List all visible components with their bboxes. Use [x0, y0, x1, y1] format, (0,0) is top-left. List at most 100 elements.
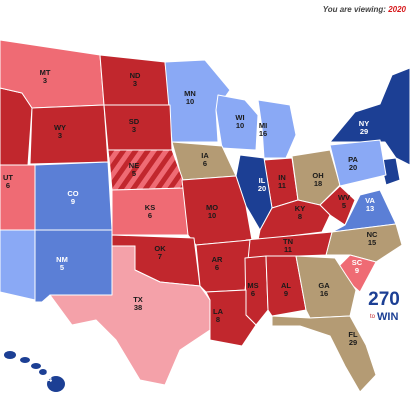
state-votes: 16: [259, 129, 267, 138]
state-abbr: TN: [283, 237, 293, 246]
state-votes: 3: [58, 131, 62, 140]
state-votes: 5: [60, 263, 64, 272]
state-votes: 8: [216, 315, 220, 324]
state-votes: 3: [43, 76, 47, 85]
state-abbr: TX: [133, 295, 143, 304]
state-abbr: WY: [54, 123, 66, 132]
state-shape: [195, 239, 251, 293]
state-abbr: OK: [154, 244, 166, 253]
header: You are viewing: 2020: [323, 5, 407, 14]
state-votes: 5: [342, 201, 346, 210]
state-votes: 5: [132, 169, 136, 178]
state-shapes: [0, 39, 410, 393]
state-abbr: UT: [3, 173, 13, 182]
state-abbr: KS: [145, 203, 155, 212]
state-abbr: SC: [352, 258, 363, 267]
state-votes: 6: [148, 211, 152, 220]
state-abbr: MT: [40, 68, 51, 77]
logo-small: to: [370, 314, 376, 320]
state-shape: [215, 94, 259, 151]
viewing-year: 2020: [387, 5, 406, 14]
state-votes: 29: [349, 338, 357, 347]
state-votes: 38: [134, 303, 142, 312]
state-abbr: MN: [184, 89, 196, 98]
state-votes: 9: [71, 197, 75, 206]
state-shape: [331, 189, 397, 233]
state-votes: 10: [186, 97, 194, 106]
logo-number: 270: [368, 289, 400, 310]
state-votes: 6: [6, 181, 10, 190]
state-shape: [107, 149, 187, 191]
state-shape: [329, 139, 387, 187]
state-shape: [29, 104, 109, 165]
state-votes: 13: [366, 204, 374, 213]
state-abbr: FL: [348, 330, 358, 339]
state-abbr: MS: [247, 281, 258, 290]
state-shape: [271, 315, 377, 393]
state-abbr: MO: [206, 203, 218, 212]
state-votes: 11: [278, 181, 286, 190]
viewing-label: You are viewing:: [323, 5, 387, 14]
state-shape: [295, 255, 357, 319]
state-abbr: SD: [129, 117, 140, 126]
state-votes: 6: [203, 159, 207, 168]
state-votes: 10: [236, 121, 244, 130]
state-shape: [31, 363, 41, 369]
state-abbr: KY: [295, 204, 305, 213]
state-abbr: WI: [235, 113, 244, 122]
state-abbr: HI: [46, 367, 54, 376]
state-votes: 18: [314, 179, 322, 188]
state-shape: [265, 255, 307, 317]
state-votes: 3: [132, 125, 136, 134]
state-shape: [49, 245, 211, 386]
logo: 270 to WIN: [368, 289, 400, 323]
state-votes: 29: [360, 127, 368, 136]
state-shape: [39, 369, 47, 375]
state-votes: 9: [284, 289, 288, 298]
state-votes: 10: [208, 211, 216, 220]
state-abbr: GA: [318, 281, 330, 290]
state-votes: 3: [133, 79, 137, 88]
state-abbr: LA: [213, 307, 224, 316]
state-abbr: NY: [359, 119, 369, 128]
state-abbr: OH: [312, 171, 323, 180]
state-shape: [0, 229, 36, 301]
state-votes: 9: [355, 266, 359, 275]
state-abbr: MI: [259, 121, 267, 130]
state-shape: [205, 289, 257, 347]
state-votes: 20: [258, 184, 266, 193]
state-abbr: NE: [129, 161, 139, 170]
state-votes: 16: [320, 289, 328, 298]
state-votes: 20: [349, 163, 357, 172]
logo-word: WIN: [377, 311, 398, 323]
state-votes: 15: [368, 238, 376, 247]
state-votes: 11: [284, 245, 292, 254]
state-abbr: NM: [56, 255, 68, 264]
state-shape: [20, 357, 30, 363]
state-shape: [47, 376, 65, 392]
state-abbr: VA: [365, 196, 375, 205]
state-votes: 7: [158, 252, 162, 261]
state-votes: 6: [215, 263, 219, 272]
state-abbr: IN: [278, 173, 286, 182]
state-abbr: IA: [201, 151, 209, 160]
state-shape: [4, 351, 16, 359]
state-abbr: IL: [259, 176, 266, 185]
state-shape: [379, 157, 401, 186]
state-abbr: PA: [348, 155, 358, 164]
state-abbr: AR: [212, 255, 223, 264]
state-votes: 4: [48, 375, 53, 384]
state-abbr: AL: [281, 281, 291, 290]
state-votes: 8: [298, 212, 302, 221]
state-abbr: NC: [367, 230, 378, 239]
state-shape: [103, 104, 173, 151]
state-abbr: CO: [67, 189, 78, 198]
state-votes: 6: [251, 289, 255, 298]
state-shape: [329, 67, 410, 166]
state-shape: [34, 229, 113, 303]
state-abbr: ND: [130, 71, 141, 80]
state-abbr: WV: [338, 193, 350, 202]
state-shape: [244, 255, 269, 326]
